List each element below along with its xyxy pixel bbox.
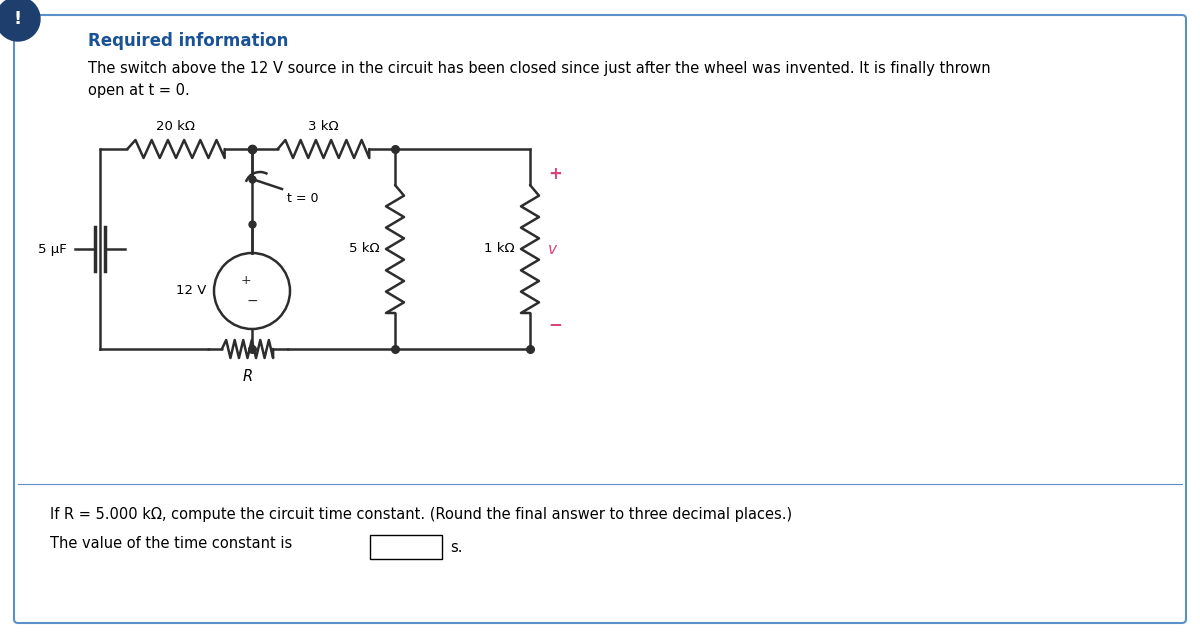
- Circle shape: [0, 0, 40, 41]
- Text: s.: s.: [450, 539, 462, 555]
- Text: !: !: [14, 10, 22, 28]
- Text: Required information: Required information: [88, 32, 288, 50]
- Text: R: R: [242, 369, 252, 384]
- Text: +: +: [241, 275, 251, 288]
- FancyBboxPatch shape: [370, 535, 442, 559]
- FancyBboxPatch shape: [14, 15, 1186, 623]
- Text: 5 kΩ: 5 kΩ: [349, 242, 380, 256]
- Text: The value of the time constant is: The value of the time constant is: [50, 537, 293, 551]
- Text: The switch above the 12 V source in the circuit has been closed since just after: The switch above the 12 V source in the …: [88, 61, 991, 77]
- Text: 20 kΩ: 20 kΩ: [156, 120, 196, 133]
- Text: 12 V: 12 V: [175, 284, 206, 298]
- Text: 5 μF: 5 μF: [38, 242, 67, 256]
- Text: +: +: [548, 165, 562, 183]
- Text: −: −: [548, 315, 562, 333]
- Text: v: v: [548, 242, 557, 256]
- Text: −: −: [246, 294, 258, 308]
- Text: t = 0: t = 0: [287, 192, 318, 206]
- Text: If R = 5.000 kΩ, compute the circuit time constant. (Round the final answer to t: If R = 5.000 kΩ, compute the circuit tim…: [50, 507, 792, 521]
- Text: 1 kΩ: 1 kΩ: [485, 242, 515, 256]
- Text: 3 kΩ: 3 kΩ: [308, 120, 338, 133]
- Text: open at t = 0.: open at t = 0.: [88, 82, 190, 98]
